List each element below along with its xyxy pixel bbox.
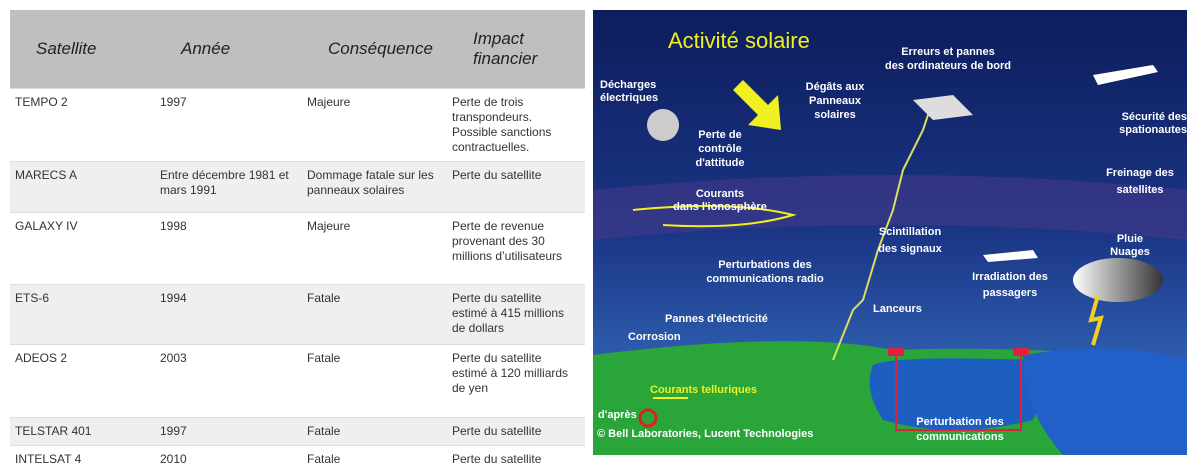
diagram-title: Activité solaire xyxy=(668,28,810,53)
table-cell: Dommage fatale sur les panneaux solaires xyxy=(302,162,447,213)
diagram-label: des ordinateurs de bord xyxy=(885,60,1011,72)
diagram-label: Corrosion xyxy=(628,331,681,343)
diagram-label: Nuages xyxy=(1110,246,1150,258)
table-cell: GALAXY IV xyxy=(10,213,155,285)
diagram-label: des signaux xyxy=(878,243,942,255)
table-cell: Perte de trois transpondeurs. Possible s… xyxy=(447,89,585,162)
table-cell: INTELSAT 4 xyxy=(10,446,155,473)
table-cell: Majeure xyxy=(302,213,447,285)
diagram-label: Dégâts aux xyxy=(806,81,866,93)
diagram-label: d'après xyxy=(598,409,637,421)
diagram-label: Panneaux xyxy=(809,95,862,107)
table-cell: Perte du satellite xyxy=(447,418,585,446)
diagram-label: Perte de xyxy=(698,129,741,141)
diagram-label: communications radio xyxy=(706,273,824,285)
table-cell: Perte du satellite xyxy=(447,162,585,213)
table-cell: Perte du satellite estimé à 415 millions… xyxy=(447,285,585,345)
header-cell: Année xyxy=(155,10,302,89)
station xyxy=(888,348,904,356)
table-cell: Fatale xyxy=(302,285,447,345)
table-cell: Entre décembre 1981 et mars 1991 xyxy=(155,162,302,213)
table-cell: ETS-6 xyxy=(10,285,155,345)
diagram-label: communications xyxy=(916,431,1003,443)
diagram-label: contrôle xyxy=(698,143,741,155)
diagram-label: passagers xyxy=(983,287,1037,299)
diagram-label: Scintillation xyxy=(879,226,942,238)
table-cell: TELSTAR 401 xyxy=(10,418,155,446)
header-cell: Impact financier xyxy=(447,10,585,89)
diagram-label: Courants telluriques xyxy=(650,384,757,396)
diagram-label: Lanceurs xyxy=(873,303,922,315)
table-cell: Perte du satellite xyxy=(447,446,585,473)
cloud xyxy=(1073,258,1163,302)
diagram-label: © Bell Laboratories, Lucent Technologies xyxy=(597,428,813,440)
table-cell: MARECS A xyxy=(10,162,155,213)
table-cell: Perte de revenue provenant des 30 millio… xyxy=(447,213,585,285)
diagram-label: Irradiation des xyxy=(972,271,1048,283)
diagram-label: spationautes xyxy=(1119,124,1187,136)
table-cell: 1997 xyxy=(155,89,302,162)
table-cell: Fatale xyxy=(302,345,447,418)
table-cell: Fatale xyxy=(302,446,447,473)
header-cell: Conséquence xyxy=(302,10,447,89)
diagram-label: Erreurs et pannes xyxy=(901,46,995,58)
diagram-label: Perturbation des xyxy=(916,416,1003,428)
table-cell: 1998 xyxy=(155,213,302,285)
table-cell: 2003 xyxy=(155,345,302,418)
table-cell: Majeure xyxy=(302,89,447,162)
solar-activity-diagram: Activité solaire Erreurs et pannes des or… xyxy=(593,10,1187,455)
table-cell: 1994 xyxy=(155,285,302,345)
table-cell: Fatale xyxy=(302,418,447,446)
diagram-label: Pluie xyxy=(1117,233,1143,245)
diagram-label: dans l'ionosphère xyxy=(673,201,767,213)
table-cell: 2010 xyxy=(155,446,302,473)
diagram-label: Décharges xyxy=(600,79,656,91)
table-cell: 1997 xyxy=(155,418,302,446)
diagram-label: satellites xyxy=(1116,184,1163,196)
diagram-label: d'attitude xyxy=(695,157,744,169)
diagram-label: Perturbations des xyxy=(718,259,812,271)
diagram-label: solaires xyxy=(814,109,856,121)
diagram-label: Freinage des xyxy=(1106,167,1174,179)
diagram-label: Pannes d'électricité xyxy=(665,313,768,325)
diagram-label: Courants xyxy=(696,188,744,200)
table-cell: Perte du satellite estimé à 120 milliard… xyxy=(447,345,585,418)
header-cell: Satellite xyxy=(10,10,155,89)
table-cell: TEMPO 2 xyxy=(10,89,155,162)
station xyxy=(1013,348,1029,356)
diagram-label: Sécurité des xyxy=(1122,111,1187,123)
satellite-icon xyxy=(647,109,679,141)
table-cell: ADEOS 2 xyxy=(10,345,155,418)
diagram-label: électriques xyxy=(600,92,658,104)
